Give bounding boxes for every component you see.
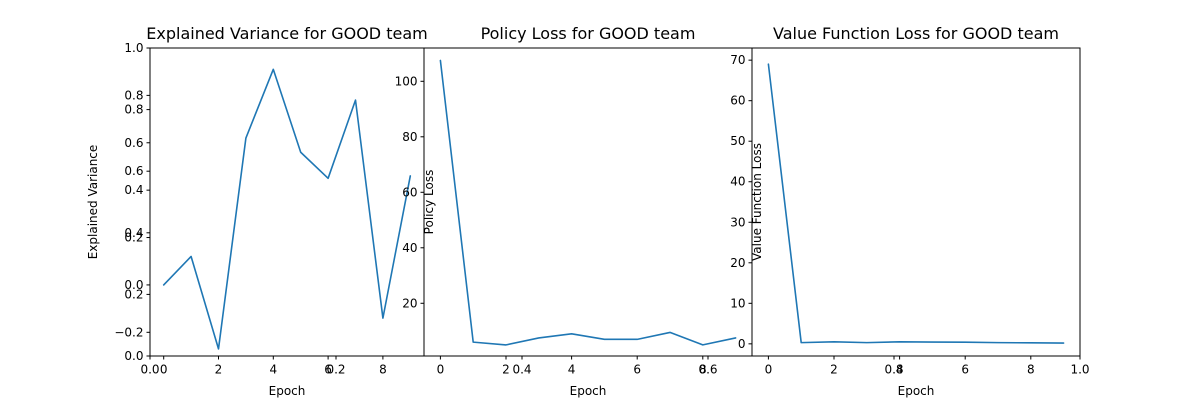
plot-area-3	[752, 48, 1080, 356]
ytick-label-2-0: 20	[402, 296, 417, 310]
overlay-xtick-label-0: 0.0	[140, 363, 159, 377]
overlay-ytick-label-0: 0.0	[124, 349, 143, 363]
xtick-label-3-0: 0	[765, 363, 773, 377]
ytick-label-3-1: 10	[730, 296, 745, 310]
overlay-ytick-label-4: 0.8	[124, 103, 143, 117]
plot-area-2	[424, 48, 752, 356]
ytick-label-2-3: 80	[402, 130, 417, 144]
x-axis-label-3: Epoch	[898, 384, 935, 398]
ytick-label-3-4: 40	[730, 175, 745, 189]
ytick-label-3-6: 60	[730, 94, 745, 108]
xtick-label-1-0: 0	[160, 363, 168, 377]
ytick-label-2-1: 40	[402, 241, 417, 255]
ytick-label-3-5: 50	[730, 134, 745, 148]
xtick-label-2-2: 4	[568, 363, 576, 377]
xtick-label-2-0: 0	[437, 363, 445, 377]
overlay-ytick-label-5: 1.0	[124, 41, 143, 55]
xtick-label-2-3: 6	[633, 363, 641, 377]
ytick-label-3-7: 70	[730, 53, 745, 67]
overlay-xtick-label-3: 0.6	[698, 363, 717, 377]
x-axis-label-1: Epoch	[269, 384, 306, 398]
subplot-3: 0 10 20 30 40 50 60 70 0 2 4 6 8 Value Function Loss …	[730, 24, 1081, 398]
xtick-label-1-2: 4	[269, 363, 277, 377]
ytick-label-1-5: 0.8	[124, 88, 143, 102]
xtick-label-3-3: 6	[961, 363, 969, 377]
ytick-label-2-2: 60	[402, 185, 417, 199]
overlay-ytick-label-1: 0.2	[124, 287, 143, 301]
chart-title-3: Value Function Loss for GOOD team	[773, 24, 1059, 43]
ytick-label-1-2: 0.2	[124, 231, 143, 245]
xtick-label-1-1: 2	[215, 363, 223, 377]
overlay-xtick-label-4: 0.8	[884, 363, 903, 377]
xtick-label-2-4: 8	[699, 363, 707, 377]
xtick-label-1-4: 8	[379, 363, 387, 377]
ytick-label-1-4: 0.6	[124, 136, 143, 150]
chart-title-1: Explained Variance for GOOD team	[146, 24, 427, 43]
ytick-label-3-2: 20	[730, 256, 745, 270]
series-line-2-0	[439, 59, 737, 346]
ytick-label-1-0: −0.2	[114, 325, 143, 339]
xtick-label-1-3: 6	[324, 363, 332, 377]
overlay-xtick-label-5: 1.0	[1070, 363, 1089, 377]
xtick-label-3-1: 2	[830, 363, 838, 377]
plot-area-1	[150, 48, 424, 356]
series-line-1-0	[162, 68, 412, 350]
x-axis-label-2: Epoch	[570, 384, 607, 398]
ytick-label-3-0: 0	[738, 337, 746, 351]
overlay-ytick-label-2: 0.4	[124, 226, 143, 240]
ytick-label-1-3: 0.4	[124, 183, 143, 197]
overlay-xtick-label-1: 0.2	[326, 363, 345, 377]
y-axis-label-2: Policy Loss	[422, 170, 436, 235]
overlay-xtick-label-2: 0.4	[512, 363, 531, 377]
xtick-label-3-2: 4	[896, 363, 904, 377]
xtick-label-2-1: 2	[502, 363, 510, 377]
ytick-label-3-3: 30	[730, 215, 745, 229]
y-axis-label-1: Explained Variance	[86, 145, 100, 260]
chart-title-2: Policy Loss for GOOD team	[481, 24, 696, 43]
ytick-label-2-4: 100	[395, 74, 418, 88]
series-line-3-0	[767, 63, 1065, 344]
axes-frame-3	[751, 47, 1081, 357]
y-axis-label-3: Value Function Loss	[750, 143, 764, 261]
ytick-label-1-1: 0.0	[124, 278, 143, 292]
xtick-label-3-4: 8	[1027, 363, 1035, 377]
overlay-ytick-label-3: 0.6	[124, 164, 143, 178]
